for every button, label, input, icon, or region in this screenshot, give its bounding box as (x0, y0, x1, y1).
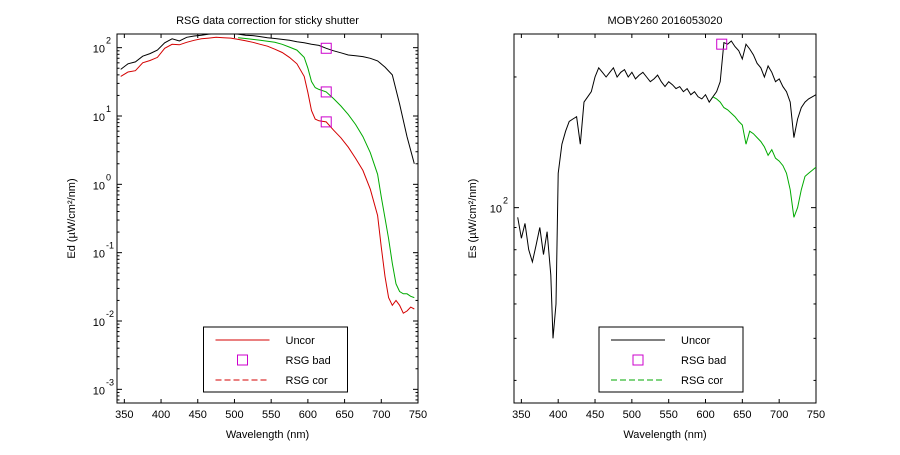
chart2-legend-swatch-rsg-bad (632, 354, 644, 366)
chart1-y-tick-base: 10 (93, 317, 105, 329)
chart2-x-tick-label: 450 (586, 409, 604, 421)
chart2-y-tick-base: 10 (490, 204, 502, 216)
chart2-x-tick-label: 700 (770, 409, 788, 421)
chart1-y-tick-exponent: -2 (106, 309, 114, 319)
chart1-y-tick-exponent: 0 (106, 172, 111, 182)
chart1-y-tick-base: 10 (93, 180, 105, 192)
chart1-x-tick-label: 600 (299, 409, 317, 421)
chart2-y-tick-exponent: 2 (503, 196, 508, 206)
chart2-legend-label-uncor: Uncor (681, 335, 711, 347)
chart1-marker-rsg-bad (320, 42, 332, 54)
chart1-x-tick-label: 700 (372, 409, 390, 421)
chart2-x-tick-label: 350 (512, 409, 530, 421)
chart2-legend-box (598, 326, 744, 393)
chart1-x-tick-label: 650 (335, 409, 353, 421)
chart1-plot-frame (116, 33, 419, 404)
chart2-x-tick-label: 650 (733, 409, 751, 421)
chart1-series-uncor-1 (120, 36, 415, 314)
chart2-marker-rsg-bad (716, 38, 728, 50)
chart1-x-tick-label: 550 (262, 409, 280, 421)
chart1-y-tick-base: 10 (93, 112, 105, 124)
chart2-x-tick-label: 750 (807, 409, 825, 421)
chart1-series-rsg-cor-2 (238, 37, 415, 299)
chart2-series-uncor-0 (517, 40, 816, 339)
chart1-x-axis-label: Wavelength (nm) (226, 429, 309, 441)
chart2-title: MOBY260 2016053020 (608, 15, 723, 27)
chart2-series-rsg-cor-1 (712, 96, 816, 218)
chart1-y-tick-base: 10 (93, 385, 105, 397)
chart1-title: RSG data correction for sticky shutter (176, 15, 359, 27)
chart1-marker-rsg-bad (320, 116, 332, 128)
chart1-legend-label-rsg-cor: RSG cor (286, 375, 329, 387)
chart2-y-axis-label: Es (µW/cm²/nm) (467, 179, 479, 259)
chart2-legend-label-rsg-cor: RSG cor (681, 375, 724, 387)
chart1-x-tick-label: 500 (225, 409, 243, 421)
chart1-y-tick-exponent: -3 (106, 377, 114, 387)
chart1-x-tick-label: 400 (152, 409, 170, 421)
chart1-y-tick-base: 10 (93, 44, 105, 56)
chart1-x-tick-label: 450 (189, 409, 207, 421)
chart1-y-axis-label: Ed (µW/cm²/nm) (66, 178, 78, 258)
chart2-x-axis-label: Wavelength (nm) (623, 429, 706, 441)
chart1-x-tick-label: 750 (409, 409, 427, 421)
chart1-y-tick-base: 10 (93, 249, 105, 261)
chart2-x-tick-label: 550 (660, 409, 678, 421)
chart1-y-tick-exponent: -1 (106, 241, 114, 251)
chart1-legend-label-uncor: Uncor (286, 335, 316, 347)
chart1-y-tick-exponent: 1 (106, 104, 111, 114)
chart1-series-uncor-0 (120, 34, 415, 164)
chart2-legend-label-rsg-bad: RSG bad (681, 355, 726, 367)
chart1-y-tick-exponent: 2 (106, 36, 111, 46)
chart1-legend-swatch-rsg-bad (237, 354, 248, 366)
chart1-marker-rsg-bad (320, 86, 332, 98)
chart1-x-tick-label: 350 (115, 409, 133, 421)
chart1-legend-label-rsg-bad: RSG bad (286, 355, 331, 367)
chart2-x-tick-label: 500 (623, 409, 641, 421)
chart2-x-tick-label: 400 (549, 409, 567, 421)
chart1-legend-box (203, 326, 348, 393)
chart2-x-tick-label: 600 (696, 409, 714, 421)
chart2-plot-frame (513, 33, 817, 404)
